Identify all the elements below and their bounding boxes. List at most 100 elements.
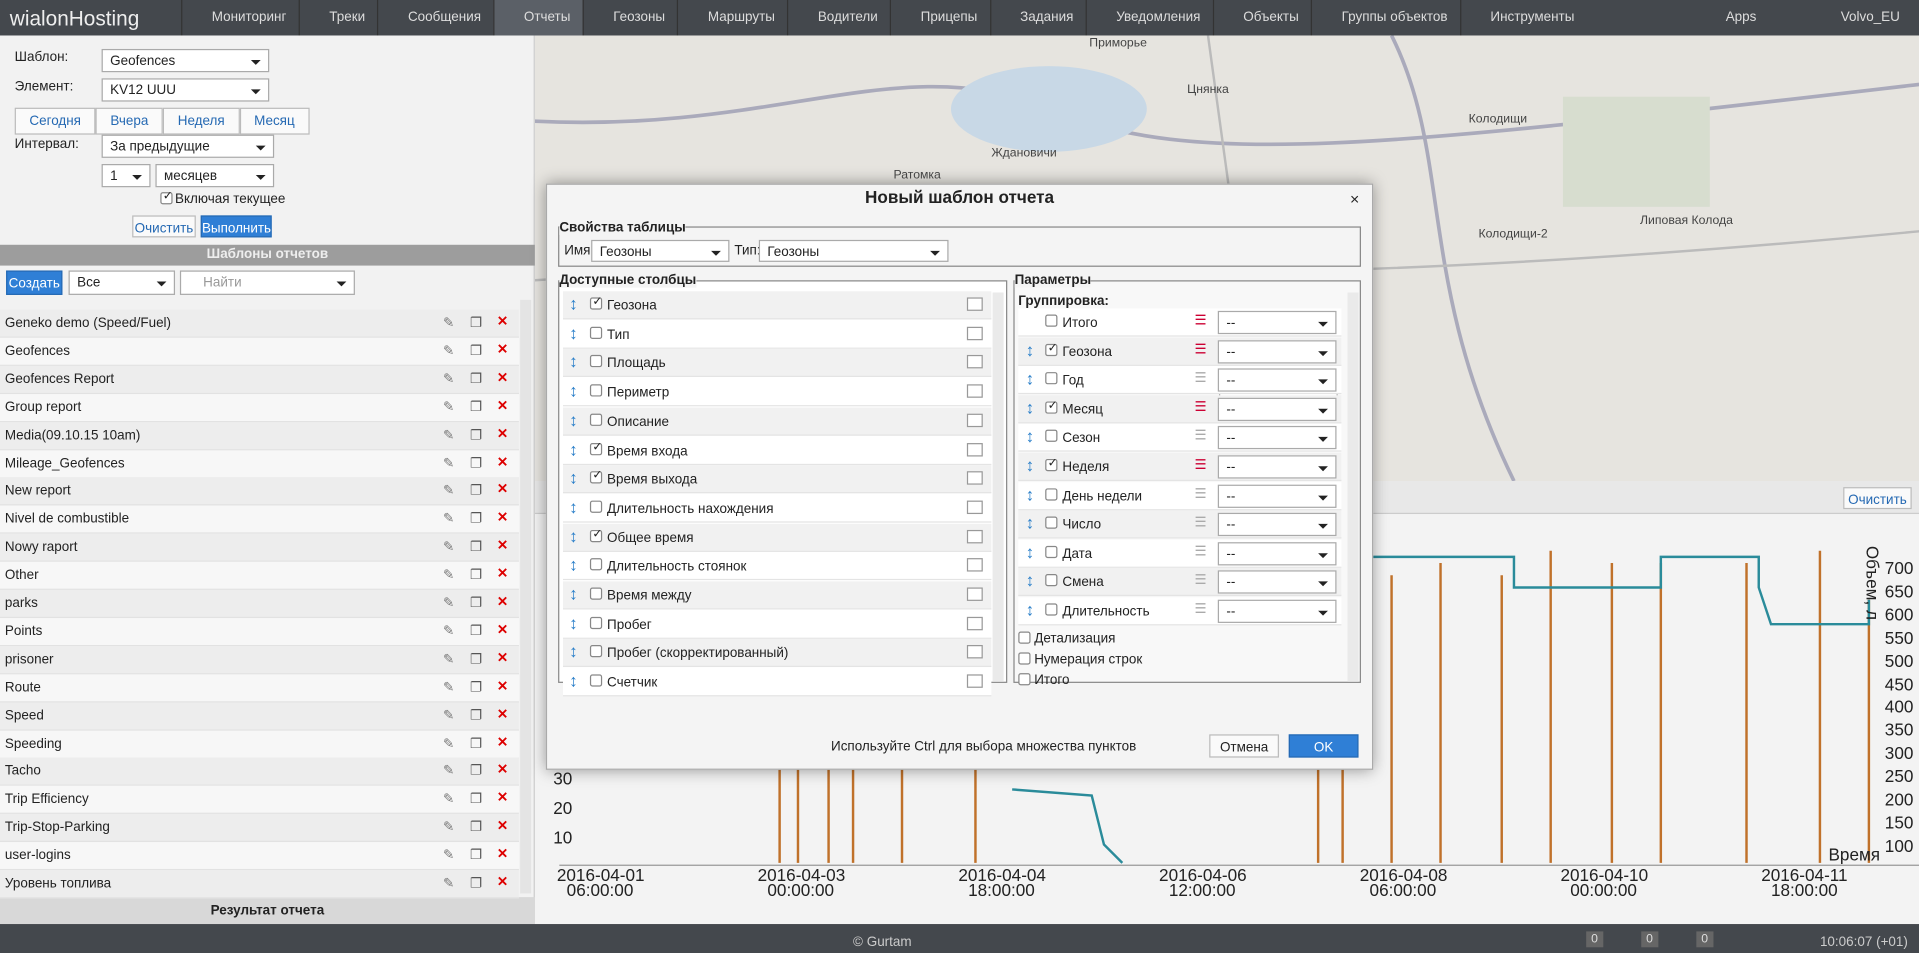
checkbox[interactable] [589, 645, 603, 658]
template-row[interactable] [0, 505, 519, 534]
checkbox[interactable] [1045, 574, 1058, 587]
delete-icon[interactable]: ✕ [496, 566, 509, 582]
delete-icon[interactable]: ✕ [496, 594, 509, 610]
group-select[interactable]: -- [1217, 455, 1337, 479]
template-row[interactable] [0, 786, 519, 815]
edit-icon[interactable]: ✎ [443, 539, 455, 555]
delete-icon[interactable]: ✕ [496, 678, 509, 694]
checkbox[interactable] [1045, 430, 1058, 443]
checkbox[interactable] [1045, 603, 1058, 616]
menu-item[interactable]: Водители [787, 0, 890, 36]
menu-item[interactable]: Сообщения [377, 0, 493, 36]
search-input[interactable]: Найти [179, 270, 355, 295]
template-row[interactable] [0, 814, 519, 843]
checkbox[interactable] [1018, 631, 1031, 644]
column-row[interactable] [562, 639, 992, 668]
checkbox[interactable] [589, 413, 603, 426]
filter-select[interactable]: Все [68, 270, 176, 295]
column-row[interactable] [562, 668, 992, 697]
menu-item[interactable]: Мониторинг [181, 0, 299, 36]
column-row[interactable] [562, 552, 992, 581]
checkbox[interactable] [589, 469, 603, 484]
group-select[interactable]: -- [1217, 397, 1337, 421]
copy-icon[interactable]: ❐ [469, 596, 483, 611]
clear-button[interactable]: Очистить [132, 215, 196, 238]
edit-icon[interactable]: ✎ [443, 371, 455, 387]
checkbox[interactable] [589, 295, 603, 310]
delete-icon[interactable]: ✕ [496, 454, 509, 470]
period-button[interactable]: Месяц [239, 107, 310, 135]
menu-item[interactable]: Группы объектов [1311, 0, 1460, 36]
checkbox[interactable] [1045, 516, 1058, 529]
template-row[interactable] [0, 673, 519, 703]
edit-icon[interactable]: ✎ [443, 343, 455, 359]
template-row[interactable] [0, 645, 519, 675]
copy-icon[interactable]: ❐ [469, 624, 483, 639]
edit-icon[interactable]: ✎ [443, 568, 455, 583]
edit-icon[interactable]: ✎ [443, 315, 455, 331]
copy-icon[interactable]: ❐ [469, 539, 483, 555]
edit-icon[interactable]: ✎ [443, 455, 455, 471]
group-select[interactable]: -- [1217, 426, 1337, 450]
template-select[interactable]: Geofences [101, 48, 270, 73]
template-row[interactable] [0, 617, 519, 647]
checkbox[interactable] [589, 587, 603, 600]
checkbox[interactable] [1018, 652, 1031, 665]
edit-icon[interactable]: ✎ [443, 511, 455, 527]
copy-icon[interactable]: ❐ [469, 511, 483, 527]
element-select[interactable]: KV12 UUU [101, 78, 270, 102]
copy-icon[interactable]: ❐ [469, 736, 483, 751]
delete-icon[interactable]: ✕ [496, 482, 509, 498]
checkbox[interactable] [1045, 341, 1058, 356]
copy-icon[interactable]: ❐ [469, 876, 483, 891]
column-row[interactable] [562, 436, 992, 465]
delete-icon[interactable]: ✕ [496, 762, 509, 778]
template-row[interactable] [0, 561, 519, 591]
menu-item[interactable]: Инструменты [1459, 0, 1587, 36]
ok-button[interactable]: OK [1288, 734, 1359, 758]
copy-icon[interactable]: ❐ [469, 399, 483, 415]
delete-icon[interactable]: ✕ [496, 426, 509, 442]
edit-icon[interactable]: ✎ [443, 876, 455, 891]
column-row[interactable] [562, 465, 992, 494]
checkbox[interactable] [589, 355, 603, 368]
checkbox[interactable] [1045, 399, 1058, 414]
period-button[interactable]: Вчера [95, 107, 164, 135]
count-select[interactable]: 1 [101, 164, 151, 188]
menu-item[interactable]: Объекты [1212, 0, 1311, 36]
type-select[interactable]: Геозоны [758, 239, 949, 262]
copy-icon[interactable]: ❐ [469, 652, 483, 667]
column-row[interactable] [562, 523, 992, 552]
edit-icon[interactable]: ✎ [443, 624, 455, 639]
template-row[interactable] [0, 393, 519, 422]
period-button[interactable]: Неделя [163, 107, 240, 135]
group-select[interactable]: -- [1217, 599, 1337, 623]
delete-icon[interactable]: ✕ [496, 398, 509, 414]
delete-icon[interactable]: ✕ [496, 819, 509, 834]
copy-icon[interactable]: ❐ [469, 848, 483, 863]
edit-icon[interactable]: ✎ [443, 736, 455, 751]
checkbox[interactable] [589, 500, 603, 513]
delete-icon[interactable]: ✕ [496, 342, 509, 358]
edit-icon[interactable]: ✎ [443, 596, 455, 611]
delete-icon[interactable]: ✕ [496, 847, 509, 862]
template-row[interactable] [0, 842, 519, 871]
column-row[interactable] [562, 610, 992, 639]
close[interactable]: × [1349, 189, 1360, 209]
checkbox[interactable] [589, 527, 603, 542]
delete-icon[interactable]: ✕ [496, 370, 509, 386]
group-select[interactable]: -- [1217, 368, 1337, 392]
column-row[interactable] [562, 407, 992, 436]
menu-item[interactable]: Прицепы [890, 0, 990, 36]
group-select[interactable]: -- [1217, 310, 1337, 335]
template-row[interactable] [0, 477, 519, 506]
group-select[interactable]: -- [1217, 339, 1337, 364]
menu-item[interactable]: Отчеты [493, 0, 583, 36]
checkbox[interactable] [589, 440, 603, 455]
copy-icon[interactable]: ❐ [469, 568, 483, 583]
edit-icon[interactable]: ✎ [443, 399, 455, 415]
section-header[interactable]: Результат отчета [0, 897, 535, 925]
delete-icon[interactable]: ✕ [496, 510, 509, 526]
template-row[interactable] [0, 449, 519, 478]
checkbox[interactable] [1045, 457, 1058, 472]
